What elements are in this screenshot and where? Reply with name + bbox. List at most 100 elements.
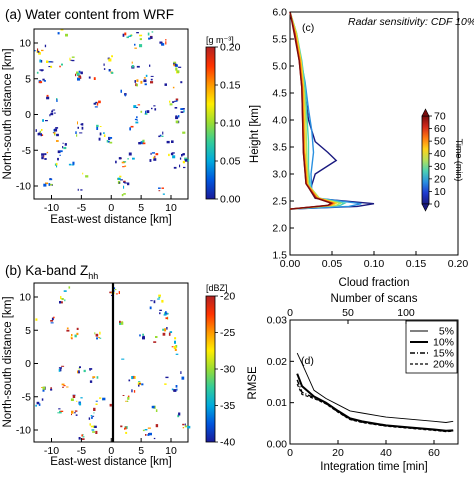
field-pixel [184,157,188,161]
field-pixel [139,34,143,37]
field-pixel [124,165,127,167]
field-pixel [149,64,151,67]
field-pixel [111,55,113,58]
field-pixel [59,301,63,304]
field-pixel [62,146,64,149]
field-pixel [172,155,176,159]
field-pixel [81,438,85,440]
field-pixel [76,71,79,75]
field-pixel [46,94,49,97]
field-pixel [36,71,39,74]
panel-a-y-tick-label: 5 [25,73,31,85]
field-pixel [75,131,77,134]
field-pixel [102,397,106,401]
field-pixel [178,412,181,416]
field-pixel [145,110,147,114]
field-pixel [150,152,152,155]
field-pixel [68,286,71,289]
field-pixel [77,77,81,81]
field-pixel [165,41,167,45]
panel-a-x-label: East-west distance [km] [50,214,171,226]
field-pixel [109,141,113,144]
field-pixel [56,164,58,168]
field-pixel [168,332,171,336]
panel-c-y-tick-label: 3.5 [272,142,287,154]
legend-label: 15% [433,348,454,360]
panel-c-y-ticks: 6.0 5.5 5.0 4.5 4.0 3.5 3.0 2.5 2.0 1.5 [272,7,294,262]
field-pixel [54,163,57,166]
field-pixel [141,383,144,386]
field-pixel [122,395,125,396]
field-pixel [131,65,134,68]
panel-c-colorbar-tick-label: 20 [434,173,446,185]
field-pixel [182,427,185,429]
field-pixel [65,33,68,37]
field-pixel [59,65,61,68]
field-pixel [171,388,174,391]
field-pixel [46,96,50,100]
panel-c-y-tick-label: 6.0 [272,7,287,19]
field-pixel [131,61,133,64]
field-pixel [80,71,83,75]
field-pixel [173,166,177,169]
field-pixel [58,408,61,410]
field-pixel [136,65,140,68]
field-pixel [48,183,51,186]
panel-a-y-tick-label: -10 [16,181,31,193]
field-pixel [149,306,152,310]
field-pixel [186,159,190,162]
field-pixel [177,414,180,418]
field-pixel [167,313,169,315]
field-pixel [64,299,66,302]
field-pixel [56,99,58,102]
field-pixel [78,437,81,440]
field-pixel [158,135,161,138]
field-pixel [70,398,74,401]
field-pixel [82,436,85,438]
field-pixel [72,394,76,398]
panel-d-top-tick-label: 50 [342,307,354,319]
field-pixel [63,385,66,387]
field-pixel [37,48,39,52]
panel-b-x-tick-label: -5 [77,445,86,457]
field-pixel [162,332,166,336]
field-pixel [85,175,89,178]
field-pixel [103,134,106,137]
field-pixel [76,134,78,137]
legend-label: 5% [439,326,454,338]
panel-c-y-tick-label: 3.0 [272,169,287,181]
field-pixel [60,29,64,31]
field-pixel [41,129,43,131]
field-pixel [157,298,160,300]
field-pixel [103,132,105,134]
panel-c-x-tick-label: 0.20 [448,258,469,270]
field-pixel [155,424,159,428]
panel-a-y-label: North-south distance [km] [2,48,14,179]
field-pixel [61,365,65,367]
field-pixel [68,163,72,166]
field-pixel [57,412,60,414]
field-pixel [147,434,150,436]
panel-d-y-tick-label: 0.03 [267,315,288,327]
field-pixel [118,157,122,160]
field-pixel [165,39,167,41]
field-pixel [109,403,112,407]
field-pixel [174,348,177,351]
field-pixel [164,383,167,385]
field-pixel [174,337,177,340]
field-pixel [158,190,161,192]
field-pixel [162,328,166,331]
field-pixel [136,83,138,87]
field-pixel [151,405,155,409]
field-pixel [63,147,67,150]
panel-a-x-tick-label: 5 [138,202,144,214]
field-pixel [71,56,75,58]
field-pixel [174,107,178,109]
field-pixel [139,334,141,337]
field-pixel [172,86,175,89]
field-pixel [74,334,77,338]
field-pixel [121,358,125,360]
field-pixel [124,32,127,36]
field-pixel [57,32,60,35]
field-pixel [41,134,44,136]
